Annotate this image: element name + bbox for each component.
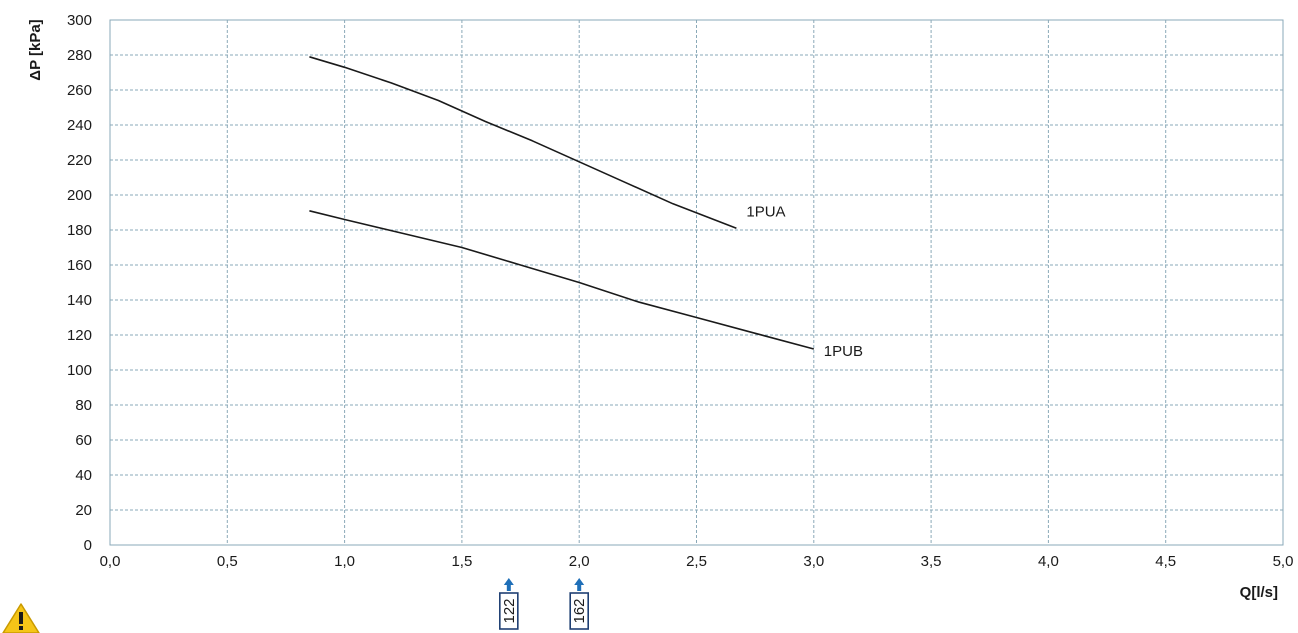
y-tick-label: 0 xyxy=(84,537,92,554)
series-label-1pua: 1PUA xyxy=(746,203,785,220)
y-tick-label: 20 xyxy=(75,502,92,519)
x-tick-label: 0,5 xyxy=(217,553,238,570)
x-tick-label: 5,0 xyxy=(1273,553,1294,570)
y-axis-title: ΔP [kPa] xyxy=(27,19,44,80)
y-tick-label: 240 xyxy=(67,117,92,134)
up-arrow-icon xyxy=(574,578,585,591)
x-tick-label: 2,0 xyxy=(569,553,590,570)
marker-label: 162 xyxy=(571,598,588,623)
x-tick-label: 0,0 xyxy=(100,553,121,570)
x-tick-label: 3,0 xyxy=(803,553,824,570)
tick-labels: 0 20 40 60 80 100 120 140 160 180 200 220 240 260 280 3… xyxy=(67,12,1293,570)
y-tick-label: 260 xyxy=(67,82,92,99)
series-line-1pub xyxy=(309,210,815,350)
plot-frame xyxy=(109,19,1284,546)
axes xyxy=(109,19,1284,546)
x-axis-title: Q[l/s] xyxy=(1240,584,1278,601)
series: 1PUA 1PUB xyxy=(309,56,863,360)
series-label-1pub: 1PUB xyxy=(824,343,863,360)
y-tick-label: 200 xyxy=(67,187,92,204)
x-tick-label: 1,0 xyxy=(334,553,355,570)
y-tick-label: 300 xyxy=(67,12,92,29)
x-tick-label: 1,5 xyxy=(451,553,472,570)
warning-triangle-icon xyxy=(2,603,40,633)
y-tick-label: 160 xyxy=(67,257,92,274)
y-tick-label: 220 xyxy=(67,152,92,169)
y-tick-label: 280 xyxy=(67,47,92,64)
x-tick-label: 4,0 xyxy=(1038,553,1059,570)
series-line-1pua xyxy=(309,56,737,229)
x-tick-label: 4,5 xyxy=(1155,553,1176,570)
y-tick-label: 80 xyxy=(75,397,92,414)
grid xyxy=(110,20,1283,545)
flow-markers: 122 162 xyxy=(499,578,590,630)
y-tick-label: 40 xyxy=(75,467,92,484)
marker-box xyxy=(499,592,519,630)
y-tick-label: 140 xyxy=(67,292,92,309)
y-tick-label: 100 xyxy=(67,362,92,379)
x-tick-label: 3,5 xyxy=(921,553,942,570)
y-tick-label: 60 xyxy=(75,432,92,449)
flow-marker: 122 xyxy=(499,578,519,630)
marker-box xyxy=(569,592,590,630)
flow-marker: 162 xyxy=(569,578,590,630)
y-tick-label: 180 xyxy=(67,222,92,239)
y-tick-label: 120 xyxy=(67,327,92,344)
up-arrow-icon xyxy=(503,578,514,591)
marker-label: 122 xyxy=(501,598,518,623)
x-tick-label: 2,5 xyxy=(686,553,707,570)
